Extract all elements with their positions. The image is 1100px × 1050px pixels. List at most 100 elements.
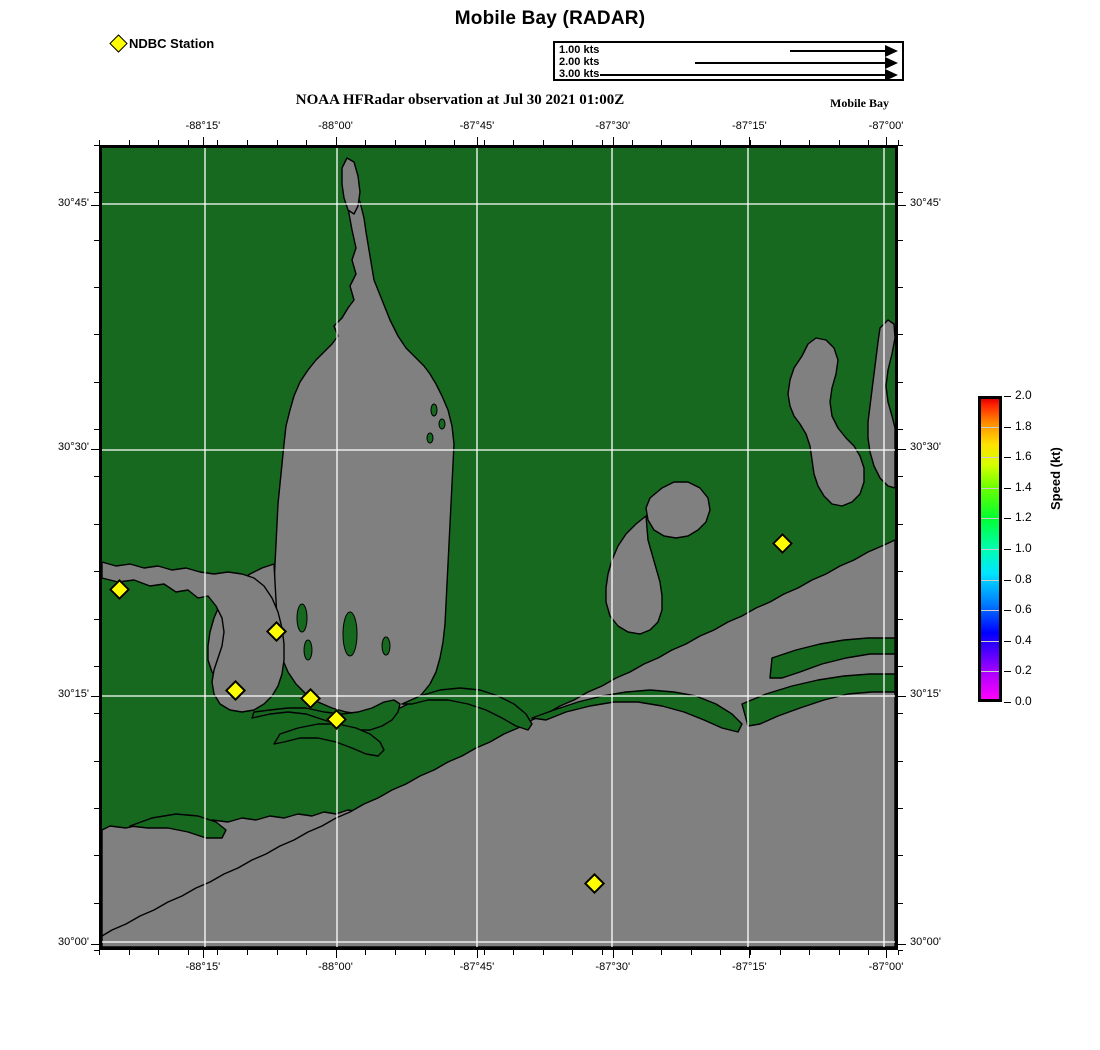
colorbar-gridline <box>981 579 999 581</box>
lon-label-bottom: -87°30' <box>595 961 631 973</box>
lon-tick-minor <box>750 950 752 955</box>
lat-tick-major <box>898 944 906 946</box>
mississippi-sound <box>102 561 285 713</box>
lat-tick-minor <box>898 807 903 809</box>
lon-label-top: -87°30' <box>595 120 631 132</box>
lon-tick-minor <box>602 950 604 955</box>
lat-tick-minor <box>898 381 903 383</box>
lon-tick-minor <box>779 950 781 955</box>
lon-tick-minor <box>335 140 337 145</box>
lat-tick-minor <box>94 381 99 383</box>
lon-tick-minor <box>365 950 367 955</box>
lon-tick-major <box>476 950 478 958</box>
colorbar-tick-label: 1.6 <box>1015 449 1032 464</box>
lat-tick-major <box>898 205 906 207</box>
colorbar-gridline <box>981 549 999 550</box>
lon-tick-minor <box>809 950 811 955</box>
lon-tick-minor <box>187 950 189 955</box>
speed-colorbar[interactable] <box>978 396 1002 702</box>
lat-tick-minor <box>898 665 903 667</box>
lat-tick-minor <box>898 902 903 904</box>
lat-tick-minor <box>94 239 99 241</box>
colorbar-gridline <box>981 640 999 642</box>
lat-tick-major <box>898 695 906 697</box>
lat-label-right: 30°45' <box>910 197 941 210</box>
lat-tick-minor <box>898 760 903 762</box>
lon-tick-minor <box>513 950 515 955</box>
fort-morgan-peninsula <box>401 687 533 731</box>
vector-scale-shaft <box>600 74 885 76</box>
lat-tick-minor <box>898 145 903 146</box>
lon-tick-minor <box>187 140 189 145</box>
lat-tick-minor <box>898 476 903 478</box>
vector-scale-arrowhead <box>885 45 898 57</box>
colorbar-tick <box>1004 487 1011 489</box>
lon-label-bottom: -88°15' <box>185 961 221 973</box>
colorbar-tick-label: 0.4 <box>1015 632 1032 647</box>
lon-tick-minor <box>572 950 574 955</box>
vector-scale-label: 2.00 kts <box>559 56 600 68</box>
lat-label-right: 30°00' <box>910 936 941 949</box>
lat-tick-minor <box>94 429 99 431</box>
vector-scale-shaft <box>790 50 885 52</box>
lat-tick-minor <box>94 950 99 951</box>
lon-tick-minor <box>454 140 456 145</box>
lat-label-left: 30°45' <box>58 197 89 210</box>
lon-tick-major <box>749 137 751 145</box>
lon-label-bottom: -87°00' <box>868 961 904 973</box>
lon-tick-minor <box>306 950 308 955</box>
ndbc-legend-label: NDBC Station <box>129 36 215 51</box>
lon-tick-minor <box>779 140 781 145</box>
lon-tick-minor <box>424 950 426 955</box>
lat-tick-minor <box>94 807 99 809</box>
lon-tick-minor <box>809 140 811 145</box>
colorbar-tick-label: 1.0 <box>1015 541 1032 555</box>
lon-tick-minor <box>394 140 396 145</box>
lon-tick-minor <box>631 140 633 145</box>
lat-tick-major <box>91 449 99 451</box>
map-canvas[interactable] <box>99 145 898 950</box>
lat-tick-minor <box>898 334 903 336</box>
lon-tick-minor <box>483 140 485 145</box>
lon-tick-minor <box>572 140 574 145</box>
lon-label-top: -87°15' <box>732 120 767 132</box>
lat-tick-minor <box>94 334 99 336</box>
lat-tick-minor <box>94 902 99 904</box>
mobile-river-delta <box>341 157 361 215</box>
lat-tick-major <box>898 449 906 451</box>
lon-tick-minor <box>661 950 663 955</box>
vector-scale-label: 1.00 kts <box>559 44 600 56</box>
lon-tick-minor <box>246 140 248 145</box>
bay-islets <box>296 403 446 661</box>
lat-tick-minor <box>898 618 903 620</box>
lat-tick-minor <box>898 429 903 431</box>
lon-tick-minor <box>454 950 456 955</box>
lat-tick-major <box>91 944 99 946</box>
barrier-islands <box>129 637 895 839</box>
lat-tick-major <box>91 205 99 207</box>
lon-tick-minor <box>631 950 633 955</box>
lat-tick-minor <box>94 523 99 525</box>
yellow-diamond-icon <box>109 34 128 53</box>
lon-tick-minor <box>394 950 396 955</box>
colorbar-gridline <box>981 426 999 428</box>
lon-tick-major <box>202 950 204 958</box>
lon-tick-major <box>886 137 887 145</box>
lat-tick-minor <box>94 855 99 857</box>
lon-tick-minor <box>602 140 604 145</box>
colorbar-gridline <box>981 518 999 520</box>
lat-label-left: 30°30' <box>58 441 89 454</box>
colorbar-tick-label: 0.8 <box>1015 571 1032 586</box>
colorbar-tick <box>1004 671 1011 673</box>
colorbar-tick-label: 0.2 <box>1015 663 1032 678</box>
page-title: Mobile Bay (RADAR) <box>454 8 646 29</box>
lon-tick-minor <box>424 140 426 145</box>
gulf-shores-beach <box>531 689 743 733</box>
lon-tick-minor <box>838 140 840 145</box>
lon-label-top: -87°45' <box>459 120 495 132</box>
lon-tick-minor <box>690 140 692 145</box>
lon-tick-minor <box>246 950 248 955</box>
lat-tick-minor <box>898 855 903 857</box>
lon-tick-minor <box>513 140 515 145</box>
lon-tick-minor <box>483 950 485 955</box>
